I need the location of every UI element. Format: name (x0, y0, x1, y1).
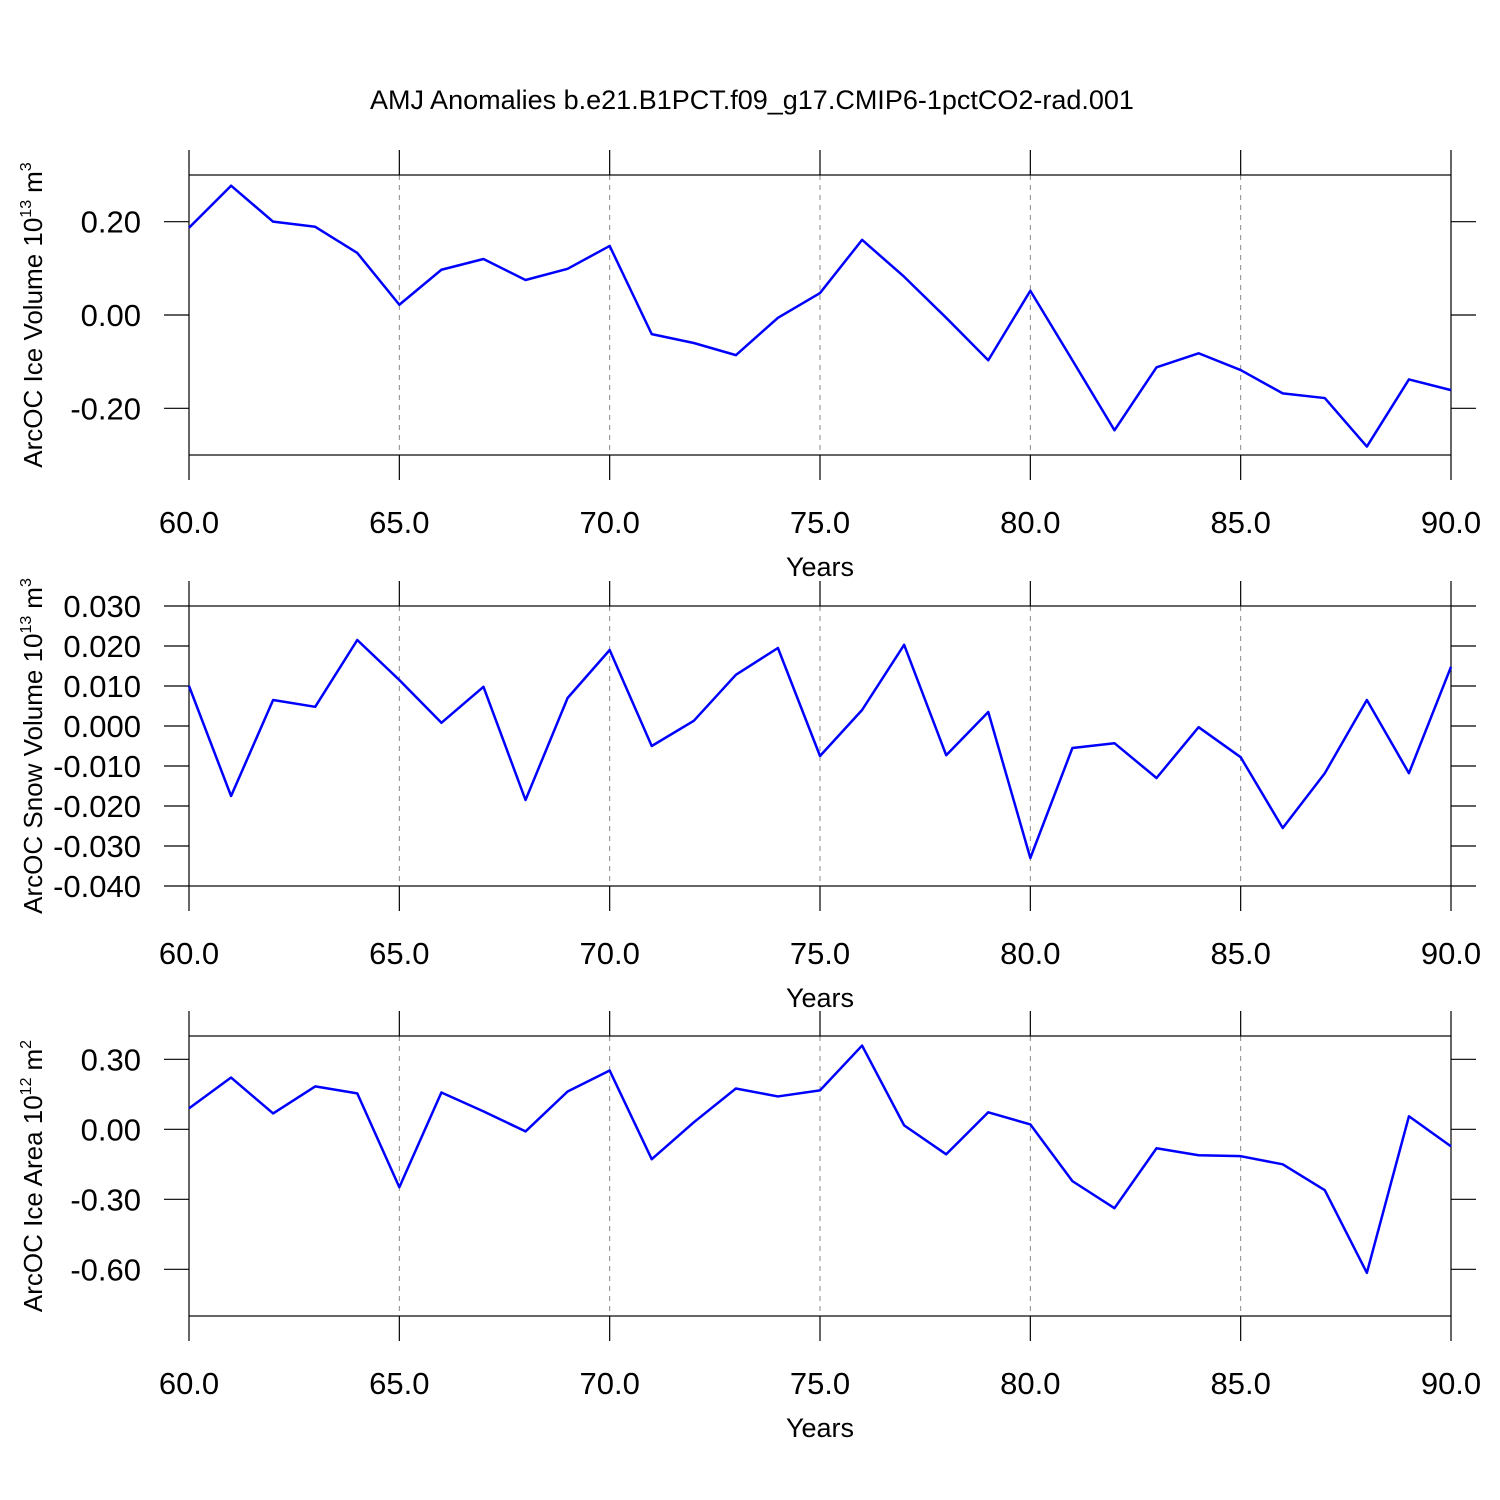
y-axis-label-unit-exponent: 3 (18, 162, 35, 171)
plot-frame (188, 1035, 1452, 1317)
y-axis-label: ArcOC Ice Volume 1013 m3 (18, 162, 48, 467)
y-axis-label: ArcOC Ice Area 1012 m2 (18, 1040, 48, 1312)
y-tick-label: 0.010 (63, 669, 141, 704)
y-tick-label: -0.040 (53, 869, 141, 904)
x-tick-label: 90.0 (1421, 505, 1481, 540)
x-axis-label: Years (786, 983, 854, 1013)
x-axis-label: Years (786, 552, 854, 582)
y-axis-label-unit: m (18, 1049, 48, 1071)
y-tick-label: 0.20 (81, 205, 141, 240)
y-axis-label-text: ArcOC Ice Volume 10 (18, 218, 48, 468)
x-tick-label: 70.0 (579, 505, 639, 540)
x-tick-label: 70.0 (579, 936, 639, 971)
y-axis-label-unit: m (18, 587, 48, 609)
y-tick-label: 0.30 (81, 1042, 141, 1077)
y-axis-label-exponent: 13 (18, 200, 35, 218)
data-line (188, 184, 1452, 448)
y-tick-label: -0.030 (53, 829, 141, 864)
x-tick-label: 75.0 (790, 1366, 850, 1401)
x-tick-label: 60.0 (159, 936, 219, 971)
x-tick-label: 80.0 (1000, 505, 1060, 540)
y-axis-label-text: ArcOC Ice Area 10 (18, 1095, 48, 1312)
x-tick-label: 90.0 (1421, 936, 1481, 971)
x-tick-label: 65.0 (369, 936, 429, 971)
x-tick-label: 70.0 (579, 1366, 639, 1401)
x-tick-label: 75.0 (790, 505, 850, 540)
x-tick-label: 60.0 (159, 1366, 219, 1401)
y-axis-label-unit: m (18, 171, 48, 193)
plot-frame (188, 174, 1452, 456)
x-tick-label: 65.0 (369, 1366, 429, 1401)
y-axis-label-unit-exponent: 2 (18, 1040, 35, 1049)
y-tick-label: -0.010 (53, 749, 141, 784)
y-tick-label: 0.00 (81, 1112, 141, 1147)
y-tick-label: -0.60 (70, 1252, 141, 1287)
x-axis-label: Years (786, 1413, 854, 1443)
data-line (188, 1044, 1452, 1275)
y-tick-label: 0.030 (63, 589, 141, 624)
y-axis-label-exponent: 12 (18, 1077, 35, 1095)
x-tick-label: 80.0 (1000, 1366, 1060, 1401)
y-tick-label: -0.20 (70, 391, 141, 426)
y-tick-label: 0.000 (63, 709, 141, 744)
y-tick-label: 0.00 (81, 298, 141, 333)
data-line (187, 638, 1453, 860)
y-tick-label: -0.020 (53, 789, 141, 824)
x-tick-label: 85.0 (1210, 505, 1270, 540)
x-tick-label: 65.0 (369, 505, 429, 540)
y-tick-label: 0.020 (63, 629, 141, 664)
x-tick-label: 85.0 (1210, 1366, 1270, 1401)
plot-frame (188, 605, 1452, 887)
y-tick-label: -0.30 (70, 1182, 141, 1217)
chart-title: AMJ Anomalies b.e21.B1PCT.f09_g17.CMIP6-… (370, 85, 1134, 115)
y-axis-label-exponent: 13 (18, 616, 35, 634)
x-tick-label: 85.0 (1210, 936, 1270, 971)
y-axis-label-text: ArcOC Snow Volume 10 (18, 634, 48, 914)
x-tick-label: 60.0 (159, 505, 219, 540)
y-axis-label-unit-exponent: 3 (18, 578, 35, 587)
x-tick-label: 90.0 (1421, 1366, 1481, 1401)
y-axis-label: ArcOC Snow Volume 1013 m3 (18, 578, 48, 914)
x-tick-label: 75.0 (790, 936, 850, 971)
x-tick-label: 80.0 (1000, 936, 1060, 971)
